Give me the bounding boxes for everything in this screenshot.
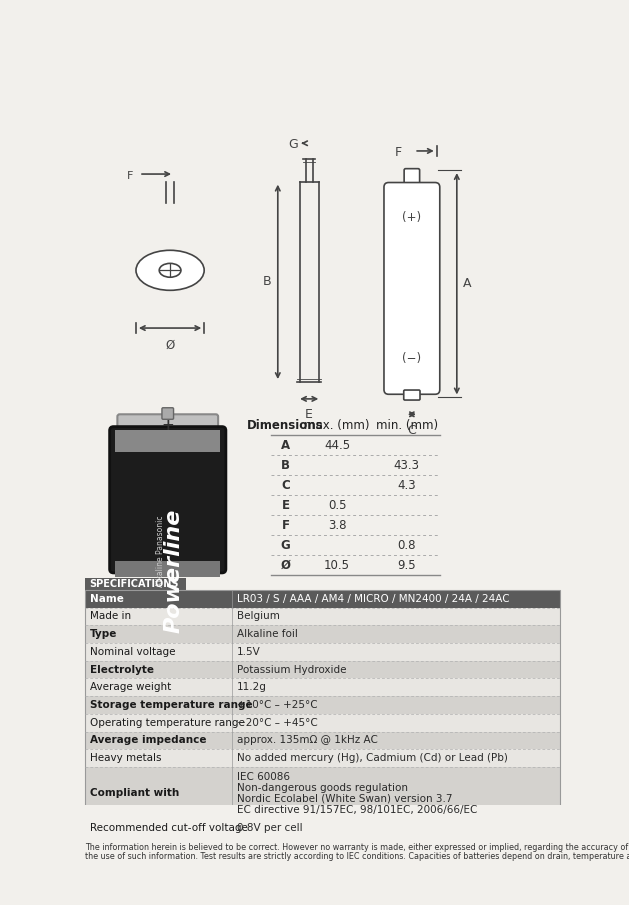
Text: G: G (289, 138, 298, 151)
Text: Average impedance: Average impedance (90, 736, 207, 746)
Text: F: F (282, 519, 289, 531)
Text: Heavy metals: Heavy metals (90, 753, 162, 763)
Bar (85, 749, 560, 767)
Text: E: E (282, 499, 289, 511)
Text: 43.3: 43.3 (394, 459, 420, 472)
Text: C: C (281, 479, 290, 491)
Bar (85, 590, 560, 837)
Text: G: G (281, 538, 291, 552)
Text: F: F (394, 146, 401, 159)
FancyBboxPatch shape (85, 577, 186, 590)
Text: No added mercury (Hg), Cadmium (Cd) or Lead (Pb): No added mercury (Hg), Cadmium (Cd) or L… (237, 753, 508, 763)
Text: 10.5: 10.5 (324, 558, 350, 572)
Text: Alkaline foil: Alkaline foil (237, 629, 298, 639)
Text: Name: Name (90, 594, 124, 604)
Text: 44.5: 44.5 (324, 439, 350, 452)
Text: 0.8V per cell: 0.8V per cell (237, 824, 303, 834)
Text: (+): (+) (403, 212, 421, 224)
Text: A: A (463, 277, 472, 291)
Text: B: B (263, 275, 272, 289)
FancyBboxPatch shape (384, 183, 440, 395)
Bar (85, 696, 560, 714)
Text: min. (mm): min. (mm) (376, 419, 438, 432)
Text: F: F (126, 170, 133, 181)
Text: 4.3: 4.3 (398, 479, 416, 491)
Text: 11.2g: 11.2g (237, 682, 267, 692)
Text: 0.8: 0.8 (398, 538, 416, 552)
Text: +10°C – +25°C: +10°C – +25°C (237, 700, 318, 710)
Text: Non-dangerous goods regulation: Non-dangerous goods regulation (237, 783, 408, 793)
Text: −20°C – +45°C: −20°C – +45°C (237, 718, 318, 728)
Text: EC directive 91/157EC, 98/101EC, 2006/66/EC: EC directive 91/157EC, 98/101EC, 2006/66… (237, 805, 477, 814)
Bar (115, 561, 220, 576)
Text: Ø: Ø (165, 338, 175, 352)
Bar (115, 431, 220, 452)
Text: 0.5: 0.5 (328, 499, 347, 511)
Text: Type: Type (90, 629, 118, 639)
Text: A: A (281, 439, 290, 452)
Text: LR03 / S / AAA / AM4 / MICRO / MN2400 / 24A / 24AC: LR03 / S / AAA / AM4 / MICRO / MN2400 / … (237, 594, 509, 604)
Text: 1.5V: 1.5V (237, 647, 260, 657)
Text: Ø: Ø (281, 558, 291, 572)
Text: IEC 60086: IEC 60086 (237, 772, 290, 782)
Bar (85, 767, 560, 819)
Bar (85, 679, 560, 696)
Text: approx. 135mΩ @ 1kHz AC: approx. 135mΩ @ 1kHz AC (237, 736, 377, 746)
Text: Potassium Hydroxide: Potassium Hydroxide (237, 664, 346, 674)
Bar (85, 819, 560, 837)
Text: 9.5: 9.5 (398, 558, 416, 572)
Text: Dimensions: Dimensions (247, 419, 324, 432)
Text: Nordic Ecolabel (White Swan) version 3.7: Nordic Ecolabel (White Swan) version 3.7 (237, 794, 452, 804)
Text: Operating temperature range: Operating temperature range (90, 718, 245, 728)
FancyBboxPatch shape (109, 426, 226, 573)
Ellipse shape (159, 263, 181, 277)
Text: +: + (162, 418, 174, 433)
Bar (85, 590, 560, 607)
Text: 3.8: 3.8 (328, 519, 347, 531)
Text: Made in: Made in (90, 612, 131, 622)
Ellipse shape (136, 251, 204, 291)
Text: The information herein is believed to be correct. However no warranty is made, e: The information herein is believed to be… (85, 843, 629, 853)
Bar (85, 714, 560, 731)
FancyBboxPatch shape (118, 414, 218, 438)
FancyBboxPatch shape (404, 168, 420, 190)
Text: (−): (−) (403, 352, 421, 366)
Text: Belgium: Belgium (237, 612, 280, 622)
Bar (85, 625, 560, 643)
Text: Alkaline Panasonic: Alkaline Panasonic (156, 516, 165, 587)
Text: Average weight: Average weight (90, 682, 172, 692)
Text: SPECIFICATIONS: SPECIFICATIONS (89, 578, 179, 588)
Text: B: B (281, 459, 290, 472)
Bar (85, 731, 560, 749)
Text: Electrolyte: Electrolyte (90, 664, 154, 674)
Bar (85, 661, 560, 679)
Bar (85, 607, 560, 625)
Text: Powerline: Powerline (164, 509, 184, 633)
Text: the use of such information. Test results are strictly according to IEC conditio: the use of such information. Test result… (85, 853, 629, 862)
Text: Recommended cut-off voltage: Recommended cut-off voltage (90, 824, 248, 834)
Text: Compliant with: Compliant with (90, 788, 179, 798)
Bar (115, 452, 220, 552)
Text: C: C (408, 424, 416, 436)
FancyBboxPatch shape (404, 390, 420, 400)
Bar (85, 643, 560, 661)
Text: E: E (305, 408, 313, 421)
Text: Storage temperature range: Storage temperature range (90, 700, 253, 710)
Text: max. (mm): max. (mm) (304, 419, 370, 432)
Text: Nominal voltage: Nominal voltage (90, 647, 175, 657)
FancyBboxPatch shape (162, 408, 174, 419)
